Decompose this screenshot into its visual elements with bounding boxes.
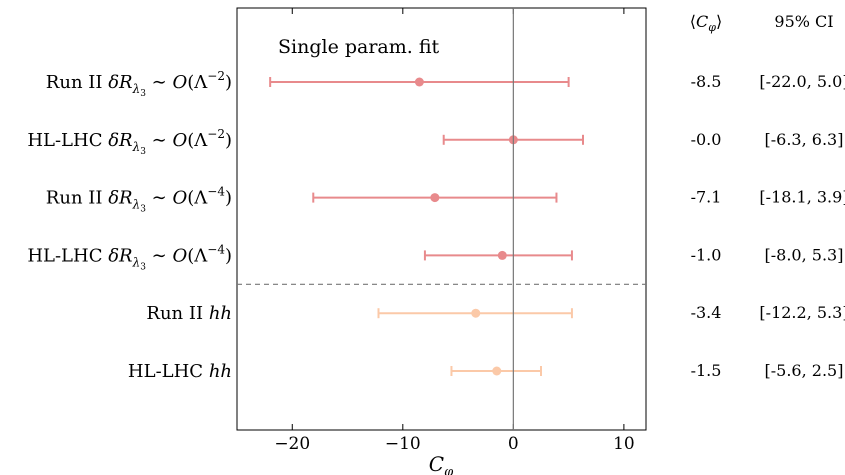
ci-value: [-5.6, 2.5] [765, 361, 844, 380]
mean-point [497, 250, 507, 260]
annotation-text: Single param. fit [278, 36, 440, 58]
mean-point [471, 308, 481, 318]
row-label: Run II δRλ3 ∼ O(Λ−4) [46, 185, 232, 215]
error-bar-row [450, 366, 542, 376]
error-bar-row [377, 308, 573, 319]
ci-value: [-6.3, 6.3] [765, 130, 844, 149]
plot-frame [236, 7, 647, 431]
mean-value: -3.4 [691, 303, 722, 322]
row-labels: Run II δRλ3 ∼ O(Λ−2) HL-LHC δRλ3 ∼ O(Λ−2)… [27, 69, 232, 382]
row-label: Run II δRλ3 ∼ O(Λ−2) [46, 69, 232, 99]
mean-value: -1.5 [691, 361, 722, 380]
error-bar-row [423, 250, 573, 261]
row-label: HL-LHC δRλ3 ∼ O(Λ−4) [27, 242, 232, 272]
ci-value: [-18.1, 3.9] [759, 188, 845, 207]
error-bar-row [269, 77, 570, 87]
row-label: Run II hh [146, 303, 232, 324]
mean-point [414, 77, 424, 87]
row-label: HL-LHC δRλ3 ∼ O(Λ−2) [27, 127, 232, 157]
x-axis: −20 −10 0 10 [274, 8, 635, 454]
error-bars [269, 77, 584, 376]
ci-column-header: 95% CI [774, 12, 833, 31]
column-headers: ⟨Cφ⟩ 95% CI [690, 12, 834, 34]
error-bar-row [312, 192, 558, 203]
mean-point [430, 193, 440, 203]
x-tick-label: −10 [385, 434, 421, 454]
ci-value: [-22.0, 5.0] [759, 72, 845, 91]
x-tick-label: −20 [274, 434, 310, 454]
mean-value: -0.0 [691, 130, 722, 149]
x-axis-label: Cφ [429, 452, 454, 475]
x-tick-label: 10 [613, 434, 635, 454]
mean-point [492, 366, 502, 376]
mean-column-header: ⟨Cφ⟩ [690, 12, 722, 34]
mean-value: -8.5 [691, 72, 722, 91]
mean-value: -7.1 [691, 188, 722, 207]
mean-value: -1.0 [691, 245, 722, 264]
row-label: HL-LHC hh [128, 361, 232, 382]
ci-value: [-8.0, 5.3] [765, 245, 844, 264]
ci-value: [-12.2, 5.3] [759, 303, 845, 322]
x-tick-label: 0 [508, 434, 519, 454]
values-table: -8.5 [-22.0, 5.0] -0.0 [-6.3, 6.3] -7.1 [-18.… [691, 72, 845, 380]
